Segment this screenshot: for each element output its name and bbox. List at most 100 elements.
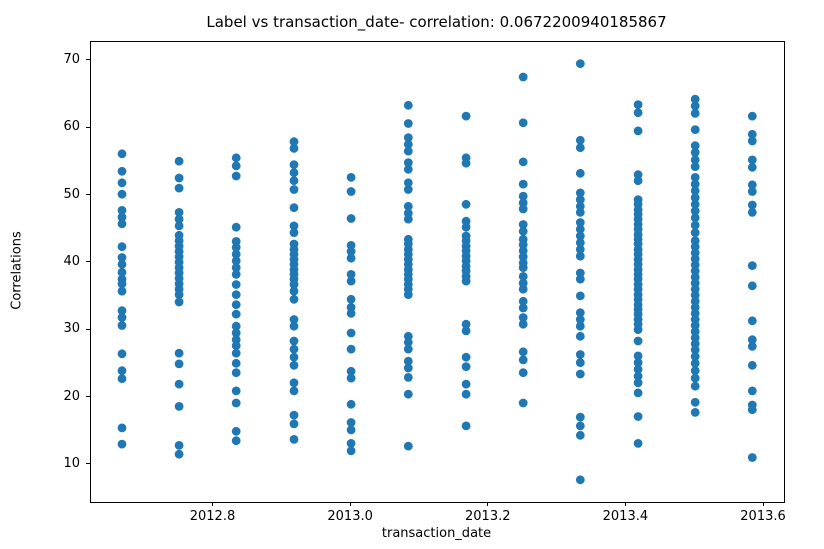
scatter-point	[690, 228, 700, 238]
scatter-point	[231, 321, 241, 331]
scatter-point	[117, 439, 127, 449]
scatter-point	[633, 358, 643, 367]
y-tick-label: 20	[63, 388, 80, 404]
scatter-point	[690, 162, 700, 171]
scatter-point	[690, 352, 700, 361]
scatter-point	[117, 306, 127, 316]
scatter-point	[575, 291, 585, 301]
scatter-point	[346, 241, 356, 250]
scatter-point	[403, 338, 413, 347]
scatter-point	[403, 158, 413, 167]
scatter-point	[346, 446, 356, 456]
scatter-point	[690, 242, 700, 252]
scatter-point	[747, 405, 757, 415]
scatter-point	[633, 364, 643, 374]
scatter-point	[403, 344, 413, 354]
scatter-point	[231, 300, 241, 310]
scatter-point	[690, 186, 700, 196]
y-tick-mark	[86, 126, 90, 128]
scatter-point	[575, 350, 585, 359]
scatter-point	[231, 171, 241, 181]
scatter-point	[461, 326, 471, 336]
scatter-point	[633, 371, 643, 381]
x-tick-label: 2013.2	[465, 509, 511, 524]
scatter-point	[403, 389, 413, 399]
scatter-point	[690, 373, 700, 383]
scatter-point	[117, 366, 127, 376]
scatter-point	[461, 222, 471, 232]
scatter-point	[690, 266, 700, 276]
scatter-point	[575, 475, 585, 485]
scatter-point	[174, 379, 184, 389]
scatter-point	[289, 137, 299, 147]
y-tick-label: 50	[63, 186, 80, 202]
y-tick-label: 70	[63, 51, 80, 67]
scatter-point	[117, 166, 127, 176]
scatter-point	[346, 294, 356, 304]
scatter-point	[117, 286, 127, 296]
scatter-point	[518, 157, 528, 167]
scatter-point	[575, 321, 585, 331]
scatter-point	[575, 208, 585, 217]
scatter-point	[690, 397, 700, 407]
scatter-point	[690, 278, 700, 288]
scatter-point	[747, 360, 757, 370]
scatter-point	[690, 199, 700, 209]
scatter-point	[747, 180, 757, 190]
scatter-point	[403, 356, 413, 366]
scatter-point	[403, 331, 413, 341]
scatter-point	[747, 111, 757, 121]
scatter-point	[117, 374, 127, 384]
scatter-point	[346, 214, 356, 223]
scatter-point	[289, 410, 299, 420]
scatter-point	[346, 373, 356, 383]
scatter-point	[346, 173, 356, 182]
scatter-point	[575, 231, 585, 241]
scatter-point	[518, 313, 528, 322]
scatter-point	[633, 412, 643, 421]
scatter-point	[633, 126, 643, 136]
scatter-point	[461, 199, 471, 209]
scatter-point	[174, 348, 184, 358]
scatter-point	[289, 280, 299, 289]
scatter-point	[690, 125, 700, 134]
scatter-point	[403, 164, 413, 174]
scatter-point	[575, 369, 585, 379]
scatter-point	[690, 155, 700, 165]
scatter-point	[747, 129, 757, 139]
scatter-point	[747, 453, 757, 462]
y-axis-label: Correlations	[9, 231, 25, 310]
scatter-point	[231, 153, 241, 163]
scatter-point	[174, 449, 184, 459]
scatter-point	[289, 294, 299, 304]
scatter-point	[518, 263, 528, 272]
scatter-point	[575, 201, 585, 211]
scatter-point	[289, 144, 299, 153]
scatter-point	[117, 349, 127, 359]
scatter-point	[461, 352, 471, 362]
scatter-points-layer	[117, 59, 757, 485]
scatter-point	[117, 242, 127, 252]
scatter-point	[575, 331, 585, 341]
scatter-point	[518, 191, 528, 201]
scatter-point	[747, 155, 757, 165]
scatter-point	[747, 335, 757, 345]
x-tick-label: 2012.8	[189, 509, 236, 524]
scatter-point	[231, 222, 241, 232]
scatter-point	[403, 441, 413, 451]
scatter-point	[403, 178, 413, 188]
scatter-point	[403, 133, 413, 142]
scatter-point	[633, 325, 643, 334]
scatter-point	[289, 360, 299, 370]
scatter-point	[403, 185, 413, 194]
scatter-point	[403, 214, 413, 224]
scatter-point	[231, 309, 241, 319]
scatter-point	[518, 278, 528, 288]
scatter-point	[346, 418, 356, 427]
x-tick-mark	[487, 502, 489, 506]
y-tick-mark	[86, 396, 90, 398]
scatter-point	[747, 261, 757, 270]
scatter-point	[346, 253, 356, 263]
scatter-point	[461, 379, 471, 389]
